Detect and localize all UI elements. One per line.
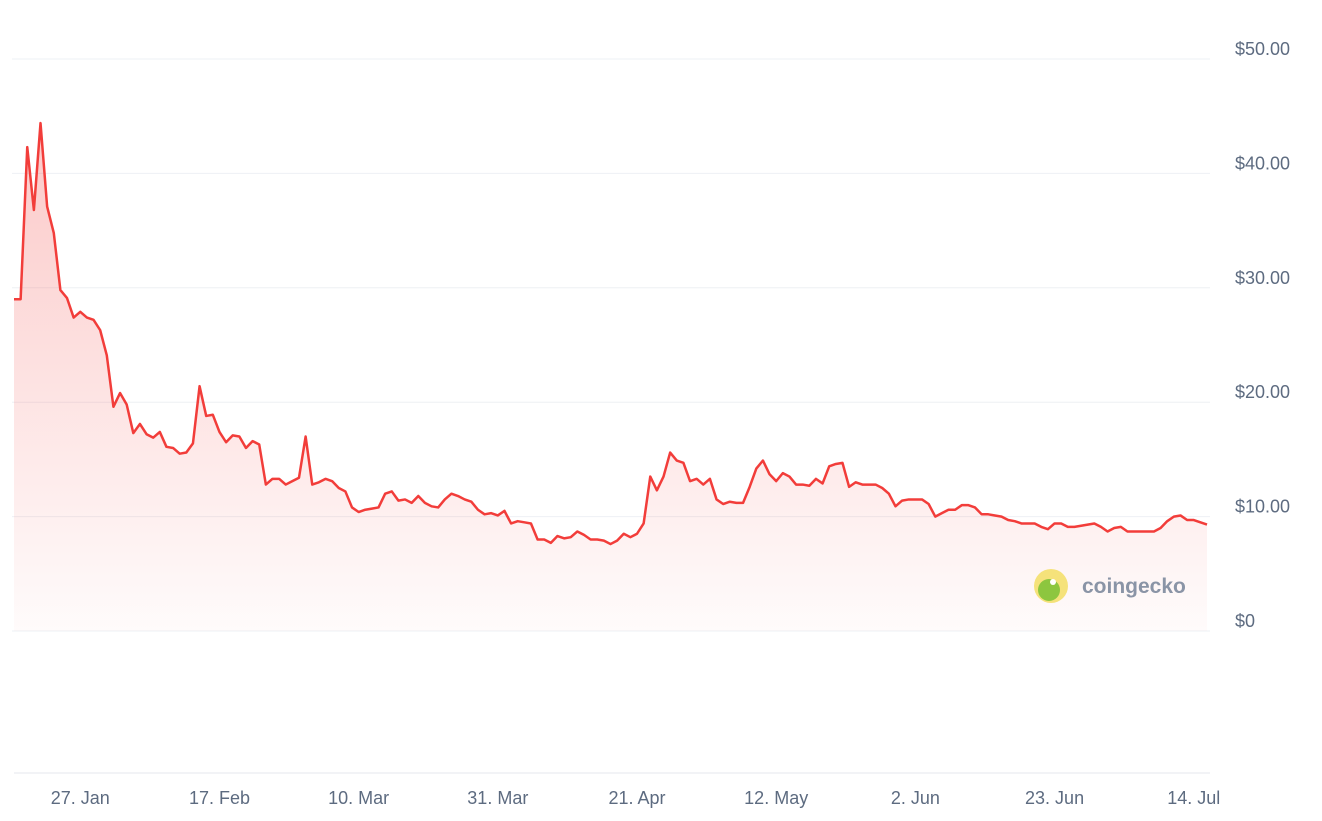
price-line bbox=[14, 121, 1208, 546]
x-tick-label: 10. Mar bbox=[328, 788, 389, 808]
x-tick-label: 21. Apr bbox=[608, 788, 665, 808]
x-tick-label: 31. Mar bbox=[467, 788, 528, 808]
price-area bbox=[14, 123, 1207, 632]
y-tick-label: $20.00 bbox=[1235, 382, 1290, 402]
y-tick-label: $30.00 bbox=[1235, 268, 1290, 288]
x-tick-label: 12. May bbox=[744, 788, 808, 808]
y-tick-label: $10.00 bbox=[1235, 497, 1290, 517]
y-tick-label: $40.00 bbox=[1235, 153, 1290, 173]
x-tick-label: 23. Jun bbox=[1025, 788, 1084, 808]
x-tick-label: 27. Jan bbox=[51, 788, 110, 808]
y-tick-label: $50.00 bbox=[1235, 39, 1290, 59]
y-tick-label: $0 bbox=[1235, 611, 1255, 631]
watermark: coingecko bbox=[1082, 575, 1186, 598]
x-tick-label: 17. Feb bbox=[189, 788, 250, 808]
x-tick-label: 14. Jul bbox=[1167, 788, 1220, 808]
x-tick-label: 2. Jun bbox=[891, 788, 940, 808]
watermark-logo bbox=[1034, 569, 1068, 603]
